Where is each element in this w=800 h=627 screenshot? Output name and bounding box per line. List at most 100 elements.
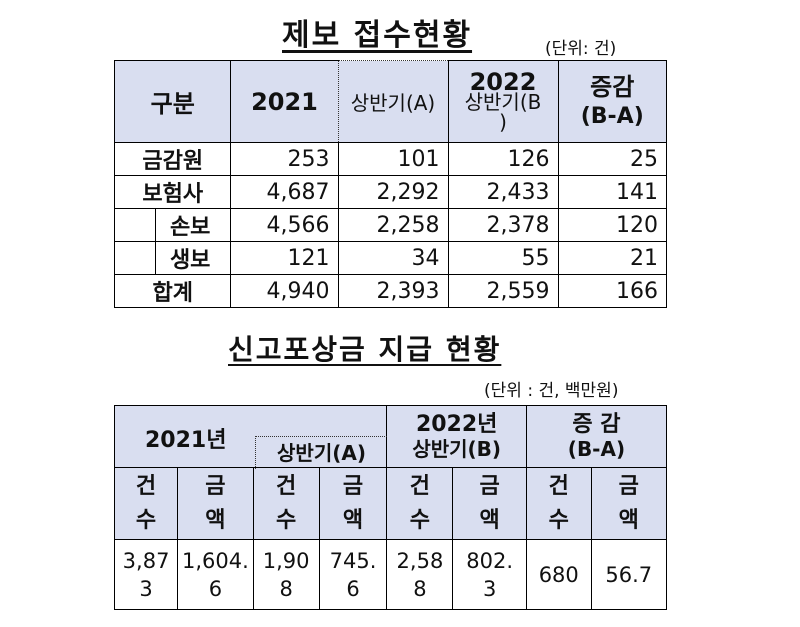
header-category: 구분 [113,60,232,143]
value-cell: 2,58 8 [386,539,454,610]
cell-h1-2021: 101 [337,142,449,176]
header-2021-year: 2021년 [145,428,227,453]
cell-2021: 4,566 [230,208,339,242]
amount-char-2: 액 [479,507,500,533]
value-line-2: 3 [482,576,497,601]
value-line-1: 56.7 [605,562,653,587]
cell-h1-2021: 2,393 [337,274,449,308]
amount-char-2: 액 [205,507,226,533]
table-row: 합계 4,940 2,393 2,559 166 [113,274,667,308]
value-cell: 56.7 [590,539,668,610]
cell-h1-2021: 2,258 [337,208,449,242]
header-h1-b: 상반기(B) [412,436,502,461]
row-label: 합계 [113,274,232,308]
sub-row-label: 손보 [154,209,210,241]
value-line-2: 6 [208,576,223,601]
header-2022-h1: 2022 상반기(B ) [447,60,559,143]
cell-change: 25 [557,142,667,176]
count-char-1: 건 [276,473,297,499]
cell-2021: 253 [230,142,339,176]
value-line-1: 2,58 [396,548,444,573]
table-row: 손보 4,566 2,258 2,378 120 [113,208,667,242]
count-char-2: 수 [276,507,297,533]
table2-unit: (단위 : 건, 백만원) [484,381,619,401]
cell-change: 166 [557,274,667,308]
cell-2021: 121 [230,241,339,275]
table-row: 금감원 253 101 126 25 [113,142,667,176]
value-line-2: 8 [413,576,427,601]
count-char-2: 수 [409,507,431,533]
cell-change: 141 [557,175,667,209]
amount-char-2: 액 [618,507,639,533]
cell-change: 21 [557,241,667,275]
header-change: 증감 (B-A) [557,60,667,143]
cell-2021: 4,687 [230,175,339,209]
amount-char-1: 금 [342,473,364,499]
header-2022-year: 2022년 [415,411,498,437]
header-2022-year: 2022 [469,67,537,96]
value-line-1: 680 [538,562,579,587]
header-2021: 2021 [230,60,338,143]
cell-h1-2022: 55 [447,241,559,275]
amount-char-1: 금 [618,473,639,499]
count-char-2: 수 [135,507,157,533]
value-cell: 3,87 3 [113,539,179,610]
header-change-label: 증감 [590,72,635,101]
value-cell: 1,604. 6 [177,539,254,610]
amount-char-1: 금 [205,473,226,499]
table-row: 생보 121 34 55 21 [113,241,667,275]
amount-char-1: 금 [479,473,500,499]
cell-2021: 4,940 [230,274,339,308]
header-2022-h1-label-end: ) [499,109,507,134]
header-change-sub: (B-A) [580,103,644,129]
count-char-1: 건 [135,473,157,499]
header-h1-2021: 상반기(A) [337,60,449,143]
value-line-1: 3,87 [122,548,170,573]
value-cell: 802. 3 [452,539,527,610]
table2-title: 신고포상금 지급 현황 [228,333,502,366]
value-cell: 680 [525,539,592,610]
row-label: 금감원 [113,142,232,176]
cell-h1-2021: 2,292 [337,175,449,209]
value-line-1: 802. [466,548,514,573]
row-label: 손보 [113,208,232,242]
header-2021-group: 2021년 상반기(A) [113,405,388,469]
cell-h1-2022: 2,433 [447,175,559,209]
cell-h1-2022: 2,378 [447,208,559,242]
cell-h1-2022: 2,559 [447,274,559,308]
value-cell: 745. 6 [318,539,388,610]
value-line-1: 745. [329,548,377,573]
cell-h1-2021: 34 [337,241,449,275]
header-2022-group: 2022년 상반기(B) [386,405,527,468]
value-cell: 1,90 8 [252,539,320,610]
cell-change: 120 [557,208,667,242]
amount-char-2: 액 [342,507,364,533]
header-2022-h1-label: 상반기(B [464,89,542,114]
table-row: 보험사 4,687 2,292 2,433 141 [113,175,667,209]
header-h1-a: 상반기(A) [255,436,387,469]
value-line-2: 3 [139,576,153,601]
value-line-1: 1,604. [181,548,249,573]
table-row: 3,87 3 1,604. 6 1,90 8 745. 6 2,58 8 802. 3 68… [113,539,668,610]
sub-row-label: 생보 [154,242,210,274]
header-change-label: 증 감 [572,411,621,437]
count-char-1: 건 [409,473,431,499]
value-line-1: 1,90 [262,548,310,573]
header-change-sub: (B-A) [567,436,626,461]
table1-unit: (단위: 건) [545,39,617,59]
report-status-table: 구분 2021 상반기(A) 2022 상반기(B ) 증감 (B-A) 금감원… [113,60,667,308]
cell-h1-2022: 126 [447,142,559,176]
value-line-2: 6 [346,576,360,601]
table1-title: 제보 접수현황 [282,18,473,53]
row-label: 보험사 [113,175,232,209]
count-char-2: 수 [548,507,569,533]
